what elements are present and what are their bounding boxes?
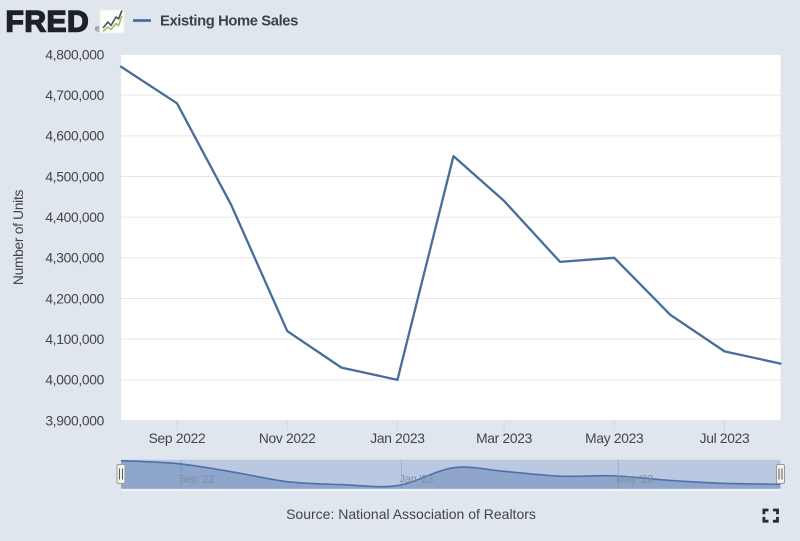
svg-text:4,200,000: 4,200,000: [45, 291, 104, 306]
svg-text:Jan '23: Jan '23: [399, 474, 433, 486]
svg-text:4,600,000: 4,600,000: [45, 129, 104, 144]
svg-text:May '23: May '23: [616, 474, 653, 486]
svg-text:4,500,000: 4,500,000: [45, 169, 104, 184]
svg-text:4,100,000: 4,100,000: [45, 332, 104, 347]
svg-text:4,700,000: 4,700,000: [45, 88, 104, 103]
svg-text:®: ®: [95, 26, 101, 34]
svg-text:4,400,000: 4,400,000: [45, 210, 104, 225]
svg-text:Nov 2022: Nov 2022: [259, 431, 316, 446]
svg-text:Number of Units: Number of Units: [11, 190, 26, 286]
svg-text:Source: National Association o: Source: National Association of Realtors: [286, 506, 536, 522]
svg-text:May 2023: May 2023: [585, 431, 644, 446]
svg-text:4,000,000: 4,000,000: [45, 373, 104, 388]
svg-text:3,900,000: 3,900,000: [45, 413, 104, 428]
svg-text:FRED: FRED: [6, 6, 90, 39]
svg-text:Jan 2023: Jan 2023: [370, 431, 425, 446]
svg-text:Sep 2022: Sep 2022: [149, 431, 206, 446]
svg-text:4,800,000: 4,800,000: [45, 47, 104, 62]
svg-text:Jul 2023: Jul 2023: [700, 431, 750, 446]
svg-text:Sep '22: Sep '22: [179, 474, 215, 486]
svg-text:Mar 2023: Mar 2023: [476, 431, 533, 446]
svg-text:4,300,000: 4,300,000: [45, 251, 104, 266]
svg-text:Existing Home Sales: Existing Home Sales: [160, 14, 298, 30]
